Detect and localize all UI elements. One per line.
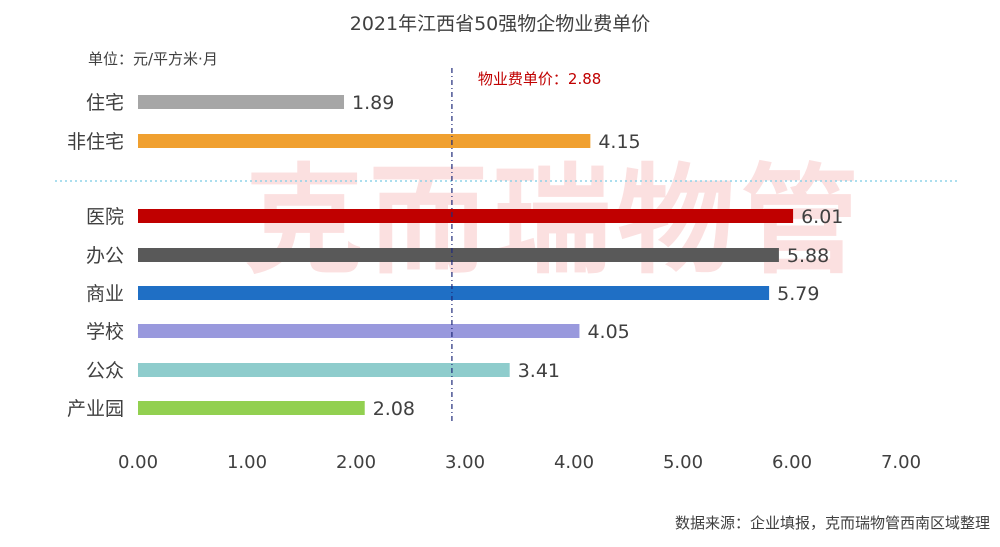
value-label-3: 5.88 [787, 245, 829, 267]
value-label-5: 4.05 [587, 321, 629, 343]
value-label-1: 4.15 [598, 131, 640, 153]
bar-2 [138, 209, 794, 223]
value-label-4: 5.79 [777, 283, 819, 305]
x-tick-label-1: 1.00 [227, 452, 267, 473]
category-label-0: 住宅 [86, 92, 124, 114]
x-tick-label-0: 0.00 [118, 452, 158, 473]
x-tick-label-4: 4.00 [554, 452, 594, 473]
x-tick-label-3: 3.00 [445, 452, 485, 473]
category-label-5: 学校 [86, 321, 124, 343]
source-note: 数据来源：企业填报，克而瑞物管西南区域整理 [675, 514, 990, 532]
category-label-6: 公众 [86, 360, 124, 382]
bar-7 [138, 401, 365, 415]
bar-3 [138, 248, 779, 262]
chart-title: 2021年江西省50强物企物业费单价 [350, 13, 651, 35]
category-label-7: 产业园 [67, 398, 124, 420]
bar-5 [138, 324, 580, 338]
category-label-4: 商业 [86, 283, 124, 305]
value-label-7: 2.08 [373, 398, 415, 420]
category-label-3: 办公 [86, 245, 124, 267]
category-label-2: 医院 [86, 206, 124, 228]
bar-1 [138, 134, 591, 148]
x-tick-label-7: 7.00 [881, 452, 921, 473]
reference-line-label: 物业费单价：2.88 [478, 70, 601, 88]
bar-0 [138, 95, 345, 109]
unit-label: 单位：元/平方米·月 [88, 50, 218, 68]
bar-6 [138, 363, 510, 377]
bar-4 [138, 286, 770, 300]
x-tick-label-5: 5.00 [663, 452, 703, 473]
category-label-1: 非住宅 [67, 131, 124, 153]
x-tick-label-2: 2.00 [336, 452, 376, 473]
x-tick-label-6: 6.00 [772, 452, 812, 473]
value-label-2: 6.01 [801, 206, 843, 228]
value-label-0: 1.89 [352, 92, 394, 114]
value-label-6: 3.41 [518, 360, 560, 382]
